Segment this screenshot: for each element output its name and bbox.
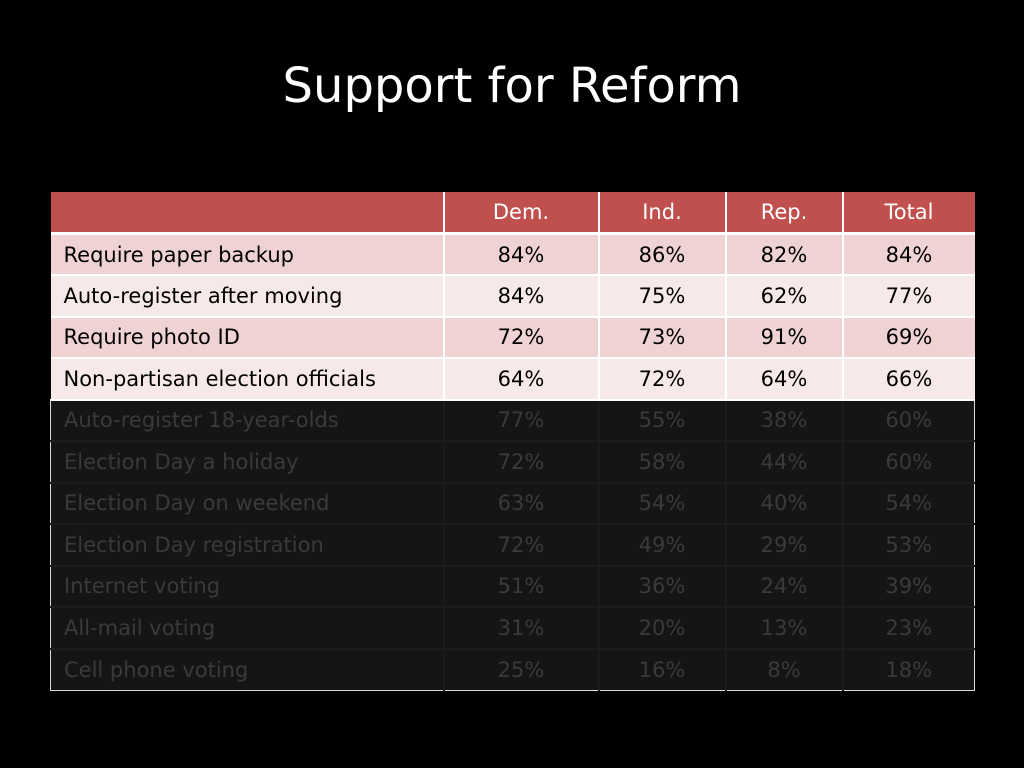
row-label: Require paper backup: [50, 233, 445, 276]
row-label: All-mail voting: [50, 607, 445, 650]
cell-ind: 55%: [598, 399, 727, 442]
cell-dem: 64%: [443, 358, 600, 401]
cell-dem: 72%: [443, 441, 600, 484]
row-label: Internet voting: [50, 565, 445, 608]
table-row: Election Day on weekend 63% 54% 40% 54%: [50, 482, 975, 525]
cell-ind: 73%: [598, 316, 727, 359]
cell-dem: 63%: [443, 482, 600, 525]
cell-rep: 44%: [725, 441, 844, 484]
column-header-ind: Ind.: [598, 192, 727, 235]
cell-ind: 36%: [598, 565, 727, 608]
cell-total: 77%: [842, 275, 975, 318]
cell-ind: 58%: [598, 441, 727, 484]
cell-rep: 24%: [725, 565, 844, 608]
row-label: Election Day registration: [50, 524, 445, 567]
table-row: All-mail voting 31% 20% 13% 23%: [50, 607, 975, 650]
cell-rep: 82%: [725, 233, 844, 276]
cell-total: 23%: [842, 607, 975, 650]
row-label: Auto-register 18-year-olds: [50, 399, 445, 442]
cell-ind: 75%: [598, 275, 727, 318]
cell-total: 84%: [842, 233, 975, 276]
cell-ind: 20%: [598, 607, 727, 650]
table-row: Election Day a holiday 72% 58% 44% 60%: [50, 441, 975, 484]
row-label: Election Day a holiday: [50, 441, 445, 484]
cell-rep: 91%: [725, 316, 844, 359]
row-label: Election Day on weekend: [50, 482, 445, 525]
table-row: Auto-register after moving 84% 75% 62% 7…: [50, 275, 975, 318]
table-row: Require photo ID 72% 73% 91% 69%: [50, 316, 975, 359]
cell-rep: 8%: [725, 648, 844, 691]
table-row: Non-partisan election officials 64% 72% …: [50, 358, 975, 401]
table-row: Auto-register 18-year-olds 77% 55% 38% 6…: [50, 399, 975, 442]
table-row: Cell phone voting 25% 16% 8% 18%: [50, 648, 975, 691]
row-label: Auto-register after moving: [50, 275, 445, 318]
row-label: Cell phone voting: [50, 648, 445, 691]
cell-total: 54%: [842, 482, 975, 525]
cell-rep: 64%: [725, 358, 844, 401]
cell-rep: 62%: [725, 275, 844, 318]
cell-dem: 25%: [443, 648, 600, 691]
cell-ind: 16%: [598, 648, 727, 691]
cell-dem: 84%: [443, 275, 600, 318]
cell-total: 18%: [842, 648, 975, 691]
cell-ind: 72%: [598, 358, 727, 401]
column-header-rep: Rep.: [725, 192, 844, 235]
cell-total: 53%: [842, 524, 975, 567]
column-header-item: [50, 192, 445, 235]
column-header-total: Total: [842, 192, 975, 235]
cell-ind: 49%: [598, 524, 727, 567]
cell-rep: 38%: [725, 399, 844, 442]
table-body: Require paper backup 84% 86% 82% 84% Aut…: [50, 233, 975, 691]
cell-dem: 31%: [443, 607, 600, 650]
cell-total: 60%: [842, 441, 975, 484]
table-row: Require paper backup 84% 86% 82% 84%: [50, 233, 975, 276]
table-row: Internet voting 51% 36% 24% 39%: [50, 565, 975, 608]
cell-total: 60%: [842, 399, 975, 442]
cell-rep: 29%: [725, 524, 844, 567]
table-header-row: Dem. Ind. Rep. Total: [50, 192, 975, 235]
cell-ind: 86%: [598, 233, 727, 276]
cell-rep: 40%: [725, 482, 844, 525]
cell-dem: 84%: [443, 233, 600, 276]
column-header-dem: Dem.: [443, 192, 600, 235]
cell-ind: 54%: [598, 482, 727, 525]
cell-total: 39%: [842, 565, 975, 608]
cell-dem: 77%: [443, 399, 600, 442]
cell-rep: 13%: [725, 607, 844, 650]
cell-dem: 51%: [443, 565, 600, 608]
row-label: Require photo ID: [50, 316, 445, 359]
cell-total: 69%: [842, 316, 975, 359]
support-table: Dem. Ind. Rep. Total Require paper backu…: [50, 192, 975, 691]
cell-dem: 72%: [443, 316, 600, 359]
row-label: Non-partisan election officials: [50, 358, 445, 401]
table-row: Election Day registration 72% 49% 29% 53…: [50, 524, 975, 567]
cell-dem: 72%: [443, 524, 600, 567]
slide-title: Support for Reform: [282, 58, 742, 114]
cell-total: 66%: [842, 358, 975, 401]
